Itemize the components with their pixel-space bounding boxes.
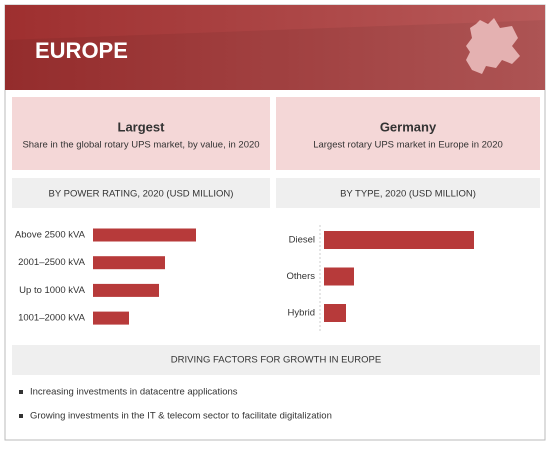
y-tick-label: Others — [286, 271, 315, 282]
bar — [93, 228, 196, 242]
europe-map-icon — [466, 18, 520, 74]
factor-item: Growing investments in the IT & telecom … — [30, 411, 332, 422]
y-tick-label: Up to 1000 kVA — [19, 285, 86, 296]
header-title: EUROPE — [35, 38, 128, 63]
bar — [93, 256, 165, 270]
y-tick-label: Hybrid — [288, 308, 315, 319]
card-title: Largest — [118, 119, 166, 134]
bullet — [19, 414, 23, 418]
factors-title: DRIVING FACTORS FOR GROWTH IN EUROPE — [171, 355, 381, 366]
bullet — [19, 390, 23, 394]
header-shade — [5, 20, 545, 90]
card-subtitle: Share in the global rotary UPS market, b… — [22, 140, 259, 151]
card-subtitle: Largest rotary UPS market in Europe in 2… — [313, 140, 503, 151]
chart-header — [12, 178, 270, 208]
factors-header — [12, 345, 540, 375]
bar — [324, 231, 474, 249]
chart-title: BY TYPE, 2020 (USD MILLION) — [340, 189, 476, 200]
y-tick-label: Diesel — [289, 235, 315, 246]
bar — [324, 304, 346, 322]
header-band — [5, 5, 545, 90]
factor-item: Increasing investments in datacentre app… — [30, 387, 238, 398]
chart-header — [276, 178, 540, 208]
card — [276, 97, 540, 170]
y-tick-label: Above 2500 kVA — [15, 230, 86, 241]
bar — [324, 267, 354, 286]
y-tick-label: 1001–2000 kVA — [18, 313, 86, 324]
y-tick-label: 2001–2500 kVA — [18, 257, 86, 268]
card-title: Germany — [380, 119, 437, 134]
bar — [93, 311, 129, 325]
chart-title: BY POWER RATING, 2020 (USD MILLION) — [49, 189, 234, 200]
card — [12, 97, 270, 170]
bar — [93, 283, 159, 297]
